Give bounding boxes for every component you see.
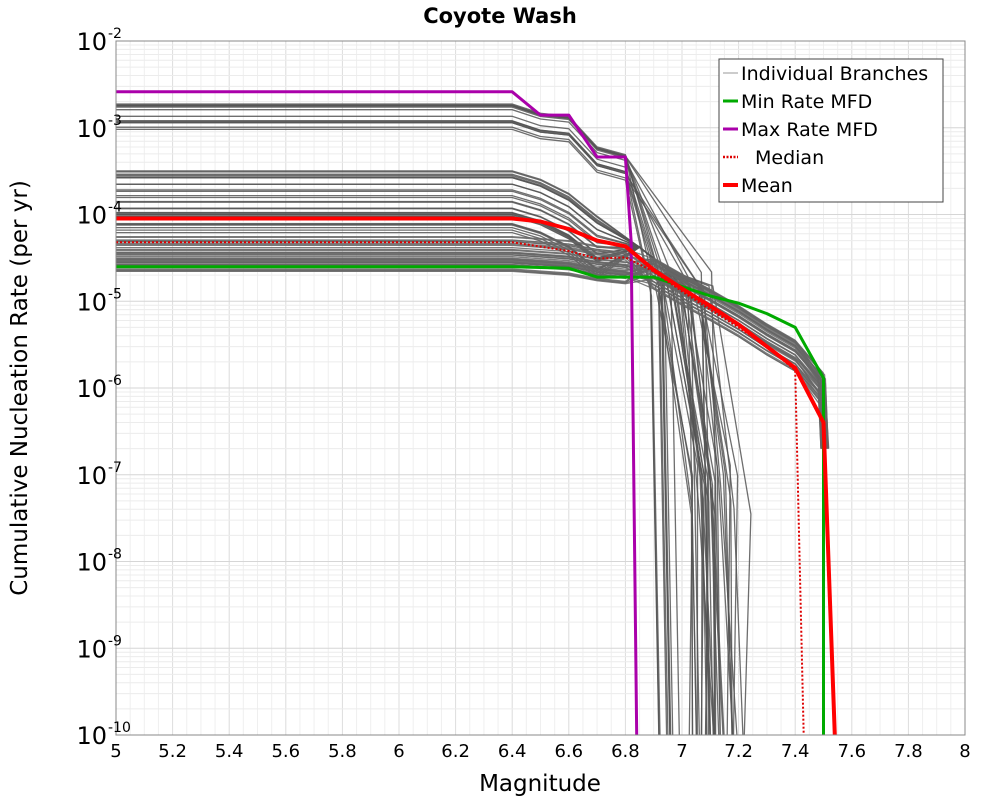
y-tick-exponent: -4 — [108, 200, 122, 216]
legend-entry: Max Rate MFD — [723, 119, 878, 141]
y-tick-base: 10 — [76, 115, 107, 143]
y-axis-label: Cumulative Nucleation Rate (per yr) — [7, 180, 33, 596]
legend-label: Median — [755, 147, 824, 169]
y-tick-labels: 10-210-310-410-510-610-710-810-910-10 — [76, 26, 130, 750]
legend-label: Individual Branches — [741, 63, 928, 85]
branch-line — [116, 207, 731, 736]
branch-line — [116, 105, 674, 736]
branch-line — [116, 215, 738, 736]
y-tick-exponent: -3 — [108, 113, 122, 129]
branch-line — [116, 121, 700, 736]
branch-line — [116, 257, 827, 449]
x-tick-label: 6.2 — [441, 741, 470, 762]
x-tick-label: 5.2 — [158, 741, 187, 762]
legend-entry: Min Rate MFD — [723, 91, 872, 113]
y-tick-label: 10 -7 — [76, 460, 122, 490]
y-tick-exponent: -9 — [108, 633, 122, 649]
x-tick-label: 7.6 — [837, 741, 866, 762]
y-tick-label: 10 -9 — [76, 633, 122, 663]
y-tick-label: 10 -3 — [76, 113, 122, 143]
series-line-mean — [116, 216, 837, 736]
x-tick-labels: 5 5.2 5.4 5.6 5.8 6 6.2 6.4 6.6 6.8 7 7.2 7.4 7.6 7.8 8 — [110, 741, 970, 762]
legend-label: Min Rate MFD — [741, 91, 872, 113]
x-tick-label: 6.8 — [611, 741, 640, 762]
legend-box — [718, 58, 944, 203]
chart-title: Coyote Wash — [423, 4, 577, 28]
y-tick-base: 10 — [76, 635, 107, 663]
x-axis-label: Magnitude — [479, 771, 601, 797]
branch-line — [116, 262, 827, 449]
y-tick-label: 10 -6 — [76, 373, 122, 403]
y-tick-label: 10 -5 — [76, 286, 122, 316]
y-tick-base: 10 — [76, 375, 107, 403]
y-tick-base: 10 — [76, 549, 107, 577]
x-tick-label: 5.4 — [215, 741, 244, 762]
branch-line — [116, 104, 660, 736]
x-tick-label: 5 — [110, 741, 121, 762]
y-tick-exponent: -10 — [108, 720, 131, 736]
y-tick-exponent: -8 — [108, 547, 122, 563]
branch-line — [116, 259, 828, 449]
y-tick-exponent: -7 — [108, 460, 122, 476]
x-tick-label: 6.6 — [554, 741, 583, 762]
branch-line — [116, 254, 825, 449]
y-tick-exponent: -5 — [108, 286, 122, 302]
x-tick-label: 6 — [393, 741, 404, 762]
branch-line — [116, 236, 829, 449]
x-tick-label: 8 — [959, 741, 970, 762]
branch-line — [116, 208, 710, 736]
x-tick-label: 6.4 — [498, 741, 527, 762]
y-tick-exponent: -6 — [108, 373, 122, 389]
series-line-min-rate-mfd — [116, 265, 825, 735]
branch-line — [116, 183, 734, 736]
branch-line — [116, 249, 823, 449]
chart-legend: Individual Branches Min Rate MFD Max Rate … — [718, 58, 944, 203]
legend-entry: Mean — [723, 175, 793, 197]
branch-line — [116, 190, 694, 736]
branch-line — [116, 265, 822, 449]
branch-line — [116, 201, 733, 736]
branch-line — [116, 103, 668, 736]
legend-label: Mean — [741, 175, 793, 197]
branch-line — [116, 258, 828, 449]
y-tick-base: 10 — [76, 288, 107, 316]
y-tick-base: 10 — [76, 722, 107, 750]
series-line-max-rate-mfd — [116, 90, 639, 736]
branch-line — [116, 258, 827, 449]
x-tick-label: 7.4 — [781, 741, 810, 762]
plot-frame — [115, 40, 966, 736]
y-tick-label: 10 -8 — [76, 547, 122, 577]
branch-line — [116, 259, 822, 449]
grid-lines — [115, 41, 966, 736]
branch-line — [116, 226, 698, 736]
branch-line — [116, 251, 827, 449]
branch-line — [116, 240, 830, 449]
branch-line — [116, 246, 829, 449]
legend-label: Max Rate MFD — [741, 119, 878, 141]
y-tick-label: 10 -2 — [76, 26, 122, 56]
branch-line — [116, 176, 703, 736]
x-tick-label: 7.8 — [894, 741, 923, 762]
y-tick-exponent: -2 — [108, 26, 122, 42]
y-tick-base: 10 — [76, 28, 107, 56]
legend-entry: Median — [723, 147, 824, 169]
branch-line — [116, 223, 694, 736]
y-tick-base: 10 — [76, 462, 107, 490]
y-tick-label: 10 -4 — [76, 200, 122, 230]
x-tick-label: 7.2 — [724, 741, 753, 762]
branch-line — [116, 257, 825, 449]
y-tick-base: 10 — [76, 202, 107, 230]
x-tick-label: 5.8 — [328, 741, 357, 762]
summary-series-group — [116, 90, 837, 736]
y-tick-label: 10 -10 — [76, 720, 130, 750]
x-tick-label: 5.6 — [271, 741, 300, 762]
x-tick-label: 7 — [676, 741, 687, 762]
legend-entry: Individual Branches — [723, 63, 928, 85]
branch-line — [116, 231, 716, 736]
